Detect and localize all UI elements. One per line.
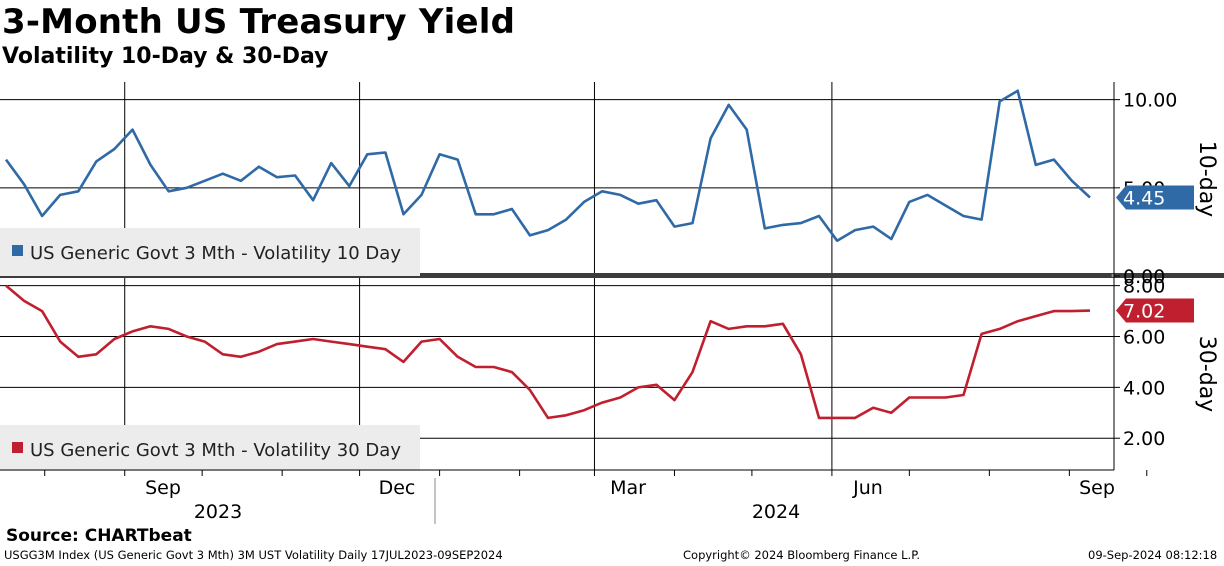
year-label: 2024: [752, 501, 800, 523]
series-line-30-day: [5, 284, 1091, 420]
footer-description: USGG3M Index (US Generic Govt 3 Mth) 3M …: [4, 548, 503, 562]
x-tick-label: Sep: [1079, 477, 1115, 499]
y-tick-label: 8.00: [1123, 276, 1165, 298]
x-tick-label: Dec: [379, 477, 416, 499]
last-value-tag-10-day: [1116, 185, 1194, 210]
chart-title: 3-Month US Treasury Yield: [2, 2, 516, 42]
y-tick-label: 6.00: [1123, 326, 1165, 348]
source-label: Source: CHARTbeat: [6, 526, 192, 546]
year-label: 2023: [194, 501, 242, 523]
chart-subtitle: Volatility 10-Day & 30-Day: [2, 44, 329, 69]
last-value-tag-30-day: [1116, 298, 1194, 323]
legend-30-day: US Generic Govt 3 Mth - Volatility 30 Da…: [0, 425, 420, 471]
right-axis: 10.005.000.004.4510-day8.006.004.002.007…: [1113, 82, 1219, 470]
footer-copyright: Copyright© 2024 Bloomberg Finance L.P.: [683, 548, 920, 562]
y-tick-label: 10.00: [1123, 90, 1177, 112]
legend-10-day: US Generic Govt 3 Mth - Volatility 10 Da…: [0, 228, 420, 276]
footer-timestamp: 09-Sep-2024 08:12:18: [1088, 548, 1218, 562]
legend-30-day-swatch: [12, 442, 23, 453]
series-line-10-day: [4, 89, 1091, 242]
axis-label-30-day: 30-day: [1194, 336, 1219, 412]
x-tick-label: Jun: [852, 477, 883, 499]
x-tick-label: Sep: [145, 477, 181, 499]
last-value-label-30-day: 7.02: [1123, 301, 1165, 323]
legend-10-day-bg: [0, 228, 420, 276]
legend-30-day-label: US Generic Govt 3 Mth - Volatility 30 Da…: [30, 440, 401, 461]
x-axis: Sep Dec Mar Jun Sep 2023 2024: [0, 469, 1148, 524]
y-tick-label: 2.00: [1123, 428, 1165, 450]
axis-label-10-day: 10-day: [1194, 141, 1219, 217]
separator-bar: [0, 273, 1224, 278]
legend-10-day-label: US Generic Govt 3 Mth - Volatility 10 Da…: [30, 243, 401, 264]
y-tick-label: 4.00: [1123, 377, 1165, 399]
y-tick-label: 0.00: [1123, 266, 1165, 288]
legend-10-day-swatch: [12, 245, 23, 256]
legend-30-day-bg: [0, 425, 420, 471]
series-lines: [4, 89, 1091, 420]
last-value-label-10-day: 4.45: [1123, 188, 1165, 210]
x-tick-label: Mar: [610, 477, 646, 499]
